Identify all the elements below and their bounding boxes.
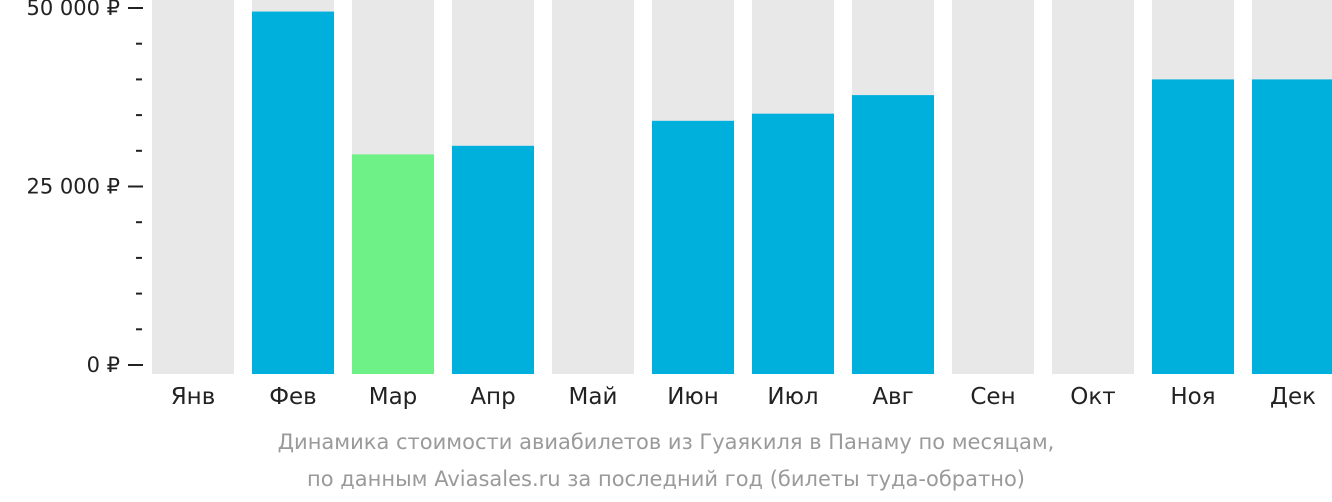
bar-background-9 [952, 0, 1034, 374]
bar-7 [752, 113, 834, 374]
bar-4 [452, 145, 534, 374]
x-tick-label-1: Янв [171, 384, 216, 410]
bar-3 [352, 154, 434, 374]
chart-caption-line-1: Динамика стоимости авиабилетов из Гуаяки… [277, 430, 1055, 454]
bar-2 [252, 11, 334, 374]
x-tick-label-9: Сен [970, 384, 1015, 410]
x-tick-label-4: Апр [470, 384, 515, 410]
x-tick-label-10: Окт [1070, 384, 1115, 410]
bar-8 [852, 95, 934, 374]
x-tick-label-6: Июн [667, 384, 719, 410]
y-tick-label: 0 ₽ [87, 353, 120, 377]
bar-11 [1152, 79, 1234, 375]
bar-background-1 [152, 0, 234, 374]
bar-12 [1252, 79, 1332, 375]
x-tick-label-8: Авг [872, 384, 913, 410]
price-chart: Янв Фев Мар Апр Май Июн Июл Авг Сен Окт Ноя Дек 0 ₽ 2… [26, 0, 1332, 410]
x-tick-label-12: Дек [1270, 384, 1316, 410]
y-tick-label: 25 000 ₽ [26, 175, 120, 199]
chart-caption-line-2: по данным Aviasales.ru за последний год … [307, 467, 1025, 491]
x-tick-label-5: Май [569, 384, 618, 410]
x-tick-label-2: Фев [269, 384, 317, 410]
x-tick-label-11: Ноя [1170, 384, 1215, 410]
x-tick-label-7: Июл [767, 384, 818, 410]
bar-6 [652, 120, 734, 374]
y-tick-label: 50 000 ₽ [26, 0, 120, 20]
bar-background-10 [1052, 0, 1134, 374]
bar-background-5 [552, 0, 634, 374]
x-tick-label-3: Мар [369, 384, 418, 410]
